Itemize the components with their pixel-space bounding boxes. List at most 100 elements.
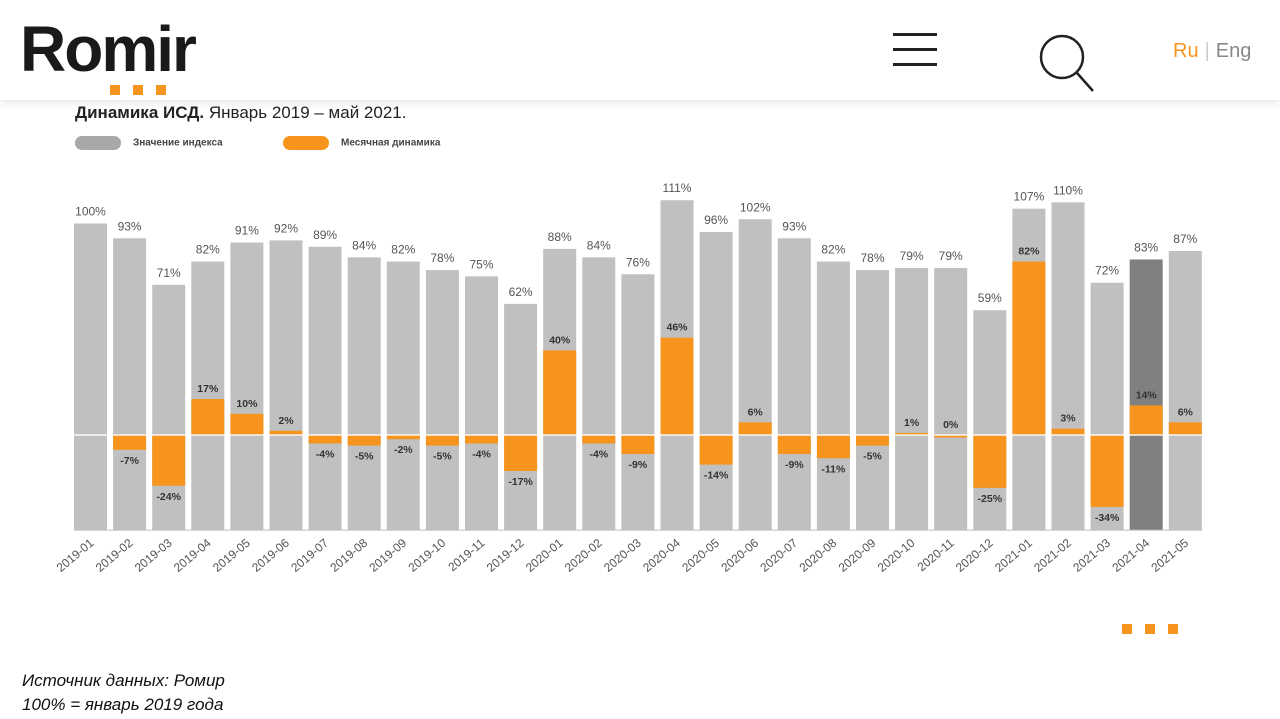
index-label-2020-03: 76% xyxy=(626,255,650,269)
monthly-bar-2019-12 xyxy=(504,435,538,471)
x-tick-2020-01: 2020-01 xyxy=(523,536,566,575)
monthly-bar-2020-06 xyxy=(738,422,772,435)
monthly-bar-2020-04 xyxy=(660,337,694,435)
search-icon[interactable] xyxy=(1038,33,1098,95)
monthly-label-2019-10: -5% xyxy=(433,451,452,463)
monthly-label-2019-04: 17% xyxy=(197,383,219,395)
baseline-note: 100% = январь 2019 года xyxy=(22,695,224,714)
monthly-bar-2020-07 xyxy=(777,435,811,455)
monthly-bar-2020-11 xyxy=(934,435,968,438)
index-label-2020-04: 111% xyxy=(663,181,692,195)
monthly-bar-2019-08 xyxy=(347,435,381,446)
monthly-label-2019-06: 2% xyxy=(278,415,294,427)
language-switcher: Ru | Eng xyxy=(1173,40,1251,63)
monthly-label-2020-02: -4% xyxy=(589,448,608,460)
index-label-2021-01: 107% xyxy=(1014,190,1045,204)
x-tick-2020-12: 2020-12 xyxy=(953,536,996,575)
monthly-label-2021-02: 3% xyxy=(1060,413,1076,425)
monthly-label-2020-03: -9% xyxy=(629,459,648,471)
hamburger-menu-icon[interactable] xyxy=(893,33,937,69)
lang-ru-link[interactable]: Ru xyxy=(1173,40,1199,62)
monthly-label-2020-07: -9% xyxy=(785,459,804,471)
monthly-label-2020-08: -11% xyxy=(821,463,846,475)
monthly-label-2019-02: -7% xyxy=(120,455,139,467)
site-header: Romir Ru | Eng xyxy=(0,0,1280,100)
index-bar-2020-06 xyxy=(738,219,772,531)
index-label-2019-04: 82% xyxy=(196,243,220,257)
monthly-label-2020-04: 46% xyxy=(666,322,688,334)
monthly-bar-2021-04 xyxy=(1129,405,1163,435)
x-tick-2019-02: 2019-02 xyxy=(93,536,136,575)
index-label-2019-03: 71% xyxy=(157,266,181,280)
index-bar-2019-06 xyxy=(269,240,303,531)
legend-monthly: Месячная динамика xyxy=(283,136,440,150)
index-label-2019-09: 82% xyxy=(391,243,415,257)
chart-title: Динамика ИСД. Январь 2019 – май 2021. xyxy=(75,103,406,123)
index-bar-2021-02 xyxy=(1051,202,1085,531)
index-label-2020-11: 79% xyxy=(939,249,963,263)
index-bar-2021-04 xyxy=(1129,259,1163,531)
index-label-2021-05: 87% xyxy=(1173,232,1197,246)
footer-dots xyxy=(1122,621,1191,639)
monthly-bar-2019-04 xyxy=(191,399,225,435)
index-label-2020-02: 84% xyxy=(587,238,611,252)
monthly-bar-2019-09 xyxy=(386,435,420,440)
index-label-2019-05: 91% xyxy=(235,224,259,238)
index-bar-2019-08 xyxy=(347,257,381,531)
source-note: Источник данных: Ромир 100% = январь 201… xyxy=(22,669,225,717)
index-bar-2020-08 xyxy=(816,261,850,531)
monthly-label-2020-09: -5% xyxy=(863,451,882,463)
monthly-label-2021-01: 82% xyxy=(1018,246,1040,258)
monthly-bar-2019-03 xyxy=(152,435,186,486)
monthly-label-2020-05: -14% xyxy=(704,470,729,482)
lang-divider: | xyxy=(1204,40,1210,62)
index-bar-2020-09 xyxy=(856,270,889,531)
x-tick-2020-09: 2020-09 xyxy=(836,536,879,575)
x-tick-2020-02: 2020-02 xyxy=(562,536,605,575)
index-bar-2019-11 xyxy=(465,276,498,531)
x-tick-2019-04: 2019-04 xyxy=(171,536,214,575)
x-tick-2019-11: 2019-11 xyxy=(445,536,487,575)
index-label-2021-02: 110% xyxy=(1053,183,1083,197)
x-tick-2020-03: 2020-03 xyxy=(601,536,644,575)
index-bar-2019-01 xyxy=(74,223,107,531)
index-label-2020-01: 88% xyxy=(548,230,572,244)
x-tick-2019-07: 2019-07 xyxy=(288,536,331,575)
x-tick-2019-05: 2019-05 xyxy=(210,536,253,575)
monthly-label-2019-08: -5% xyxy=(355,451,374,463)
legend-swatch-monthly xyxy=(283,136,329,150)
monthly-bar-2020-12 xyxy=(973,435,1007,488)
x-tick-2021-05: 2021-05 xyxy=(1148,536,1191,575)
monthly-bar-2019-02 xyxy=(113,435,147,450)
index-label-2020-09: 78% xyxy=(860,251,884,265)
index-bar-2019-12 xyxy=(504,303,538,531)
index-bar-2020-10 xyxy=(895,267,929,531)
index-label-2021-03: 72% xyxy=(1095,264,1119,278)
monthly-bar-2020-05 xyxy=(699,435,733,465)
index-bar-2019-05 xyxy=(230,242,264,531)
romir-logo[interactable]: Romir xyxy=(20,13,197,85)
x-tick-2019-09: 2019-09 xyxy=(366,536,409,575)
index-bar-2019-07 xyxy=(308,246,342,531)
index-bar-2020-05 xyxy=(699,231,733,531)
monthly-label-2020-12: -25% xyxy=(978,493,1003,505)
monthly-label-2019-12: -17% xyxy=(508,476,533,488)
index-bar-2020-12 xyxy=(973,310,1007,531)
legend-index: Значение индекса xyxy=(75,136,223,150)
index-label-2020-12: 59% xyxy=(978,291,1002,305)
lang-en-link[interactable]: Eng xyxy=(1215,40,1252,62)
source-text: Источник данных: Ромир xyxy=(22,671,225,690)
x-tick-2020-05: 2020-05 xyxy=(679,536,722,575)
monthly-bar-2021-03 xyxy=(1090,435,1124,507)
x-tick-2020-07: 2020-07 xyxy=(757,536,800,575)
monthly-bar-2021-01 xyxy=(1012,261,1046,435)
monthly-bar-2019-10 xyxy=(425,435,459,446)
index-bar-2021-05 xyxy=(1168,250,1202,531)
index-bar-2019-03 xyxy=(152,284,186,531)
index-bar-2019-10 xyxy=(425,270,459,531)
monthly-label-2019-05: 10% xyxy=(236,398,258,410)
chart-title-bold: Динамика ИСД. xyxy=(75,103,205,122)
monthly-bar-2019-07 xyxy=(308,435,342,444)
index-bar-2020-03 xyxy=(621,274,655,531)
x-tick-2021-01: 2021-01 xyxy=(992,536,1035,575)
